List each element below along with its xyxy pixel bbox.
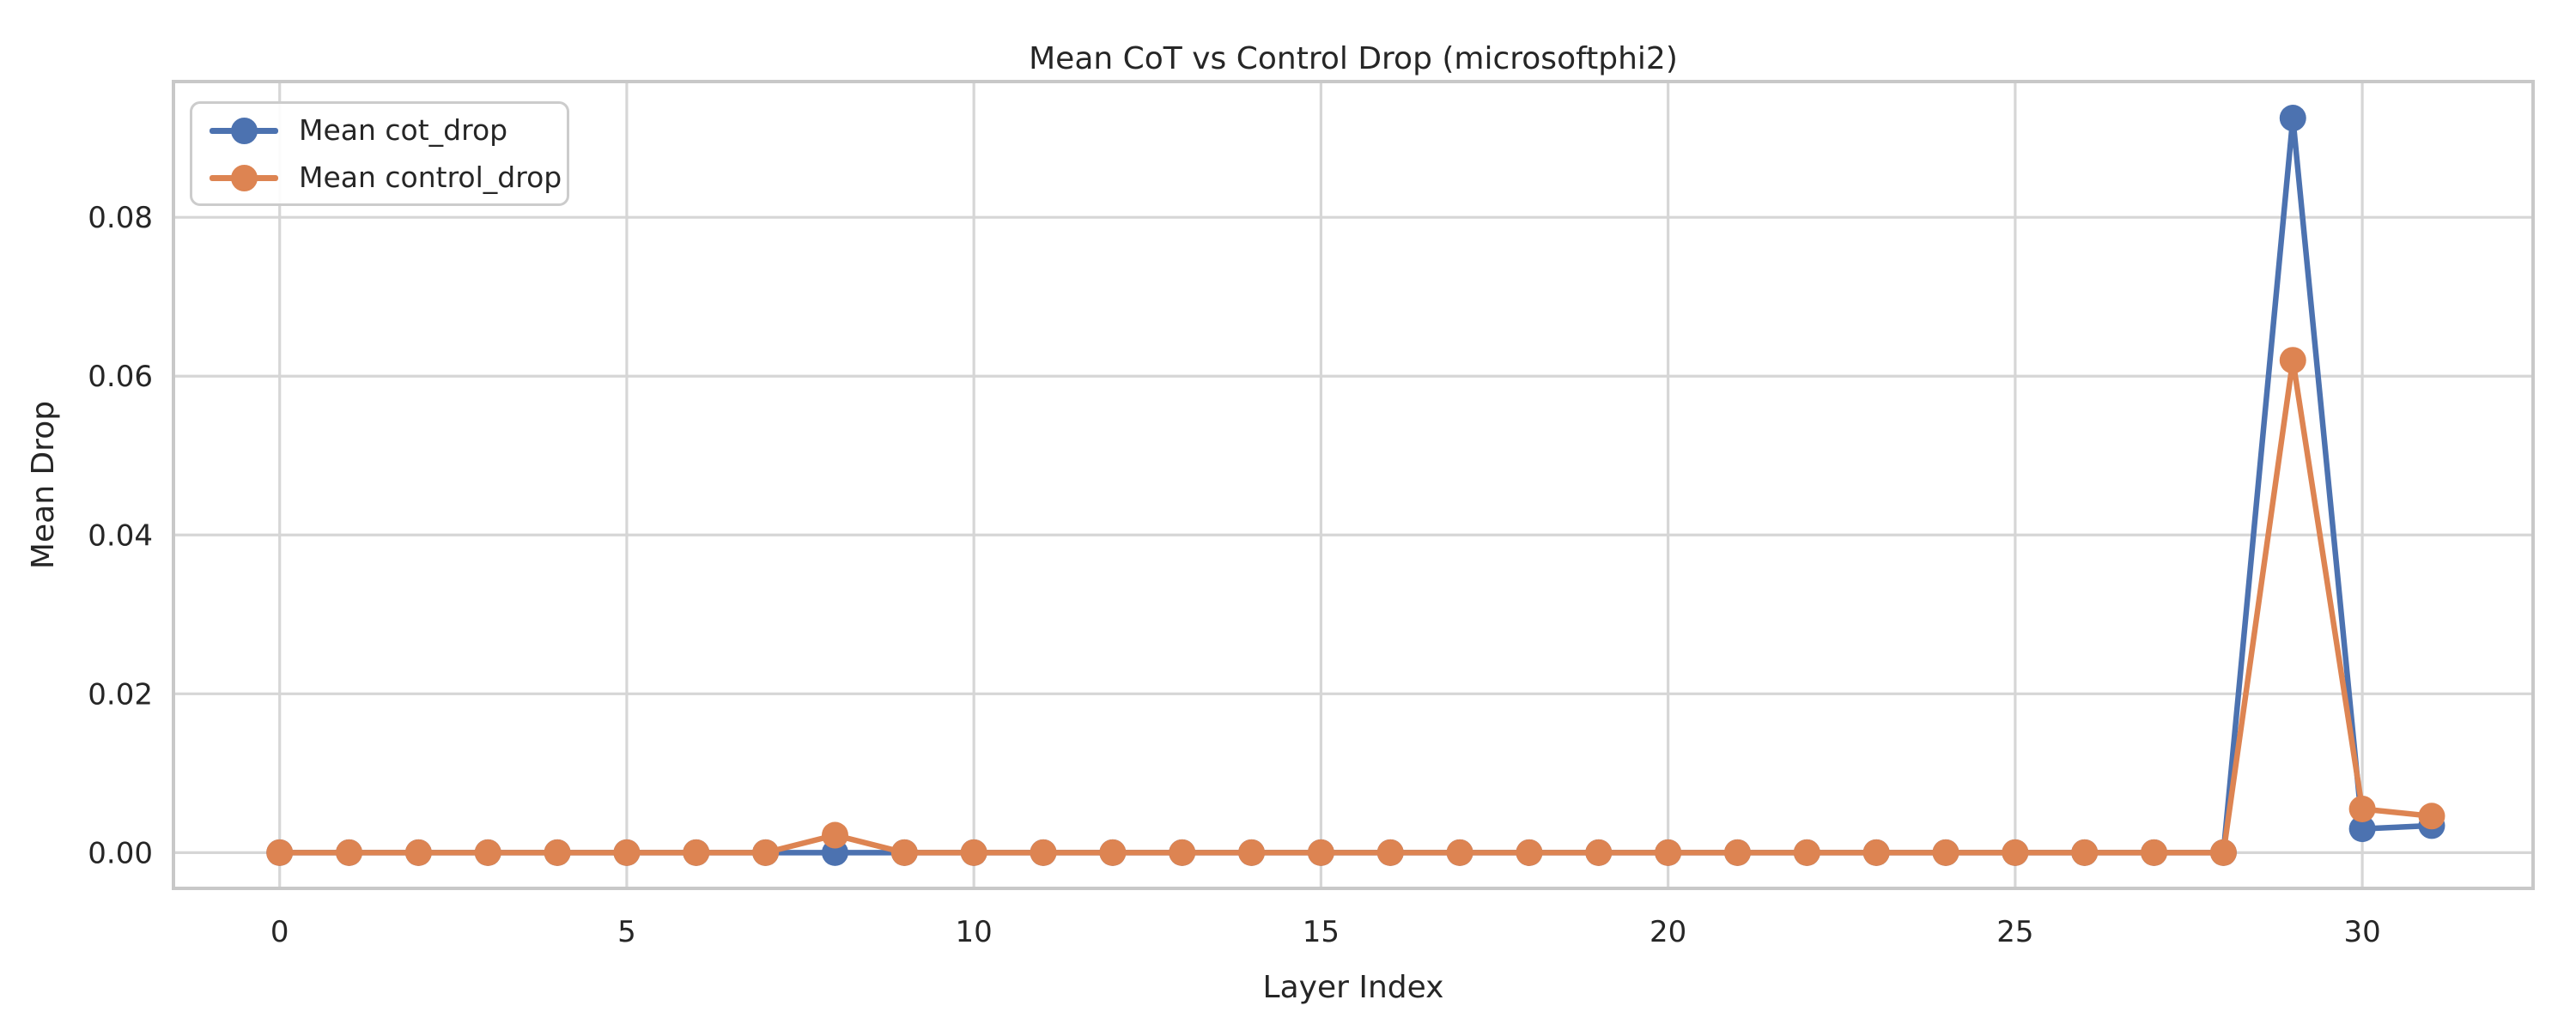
data-point <box>613 839 641 866</box>
data-point <box>960 839 987 866</box>
y-axis-label: Mean Drop <box>26 401 61 569</box>
y-tick-label: 0.08 <box>88 201 153 235</box>
data-point <box>752 839 780 866</box>
data-point <box>1446 839 1473 866</box>
tick-labels: 0 5 10 15 20 25 30 0.00 0.02 0.04 0.06 0.08 <box>88 201 2380 949</box>
data-point <box>821 821 848 849</box>
legend-label-cot-drop: Mean cot_drop <box>299 113 508 147</box>
data-point <box>2418 803 2445 830</box>
x-tick-label: 20 <box>1649 915 1686 949</box>
y-tick-label: 0.06 <box>88 360 153 394</box>
data-point <box>2279 347 2306 374</box>
data-point <box>1376 839 1404 866</box>
data-point <box>2348 815 2376 843</box>
data-point <box>474 839 501 866</box>
data-point <box>2348 795 2376 822</box>
data-point <box>266 839 294 866</box>
x-tick-label: 15 <box>1303 915 1340 949</box>
data-point <box>2141 839 2168 866</box>
data-point <box>1030 839 1057 866</box>
data-point <box>1307 839 1334 866</box>
plot-border <box>172 80 2535 890</box>
grid-lines <box>173 82 2533 888</box>
y-tick-label: 0.04 <box>88 518 153 553</box>
data-point <box>2071 839 2099 866</box>
data-point <box>2002 839 2029 866</box>
data-point <box>1723 839 1751 866</box>
legend-label-control-drop: Mean control_drop <box>299 161 562 194</box>
y-tick-label: 0.02 <box>88 677 153 712</box>
chart-title: Mean CoT vs Control Drop (microsoftphi2) <box>1029 41 1678 76</box>
legend: Mean cot_drop Mean control_drop <box>190 101 569 206</box>
data-series <box>266 105 2445 866</box>
y-tick-label: 0.00 <box>88 836 153 870</box>
x-tick-label: 10 <box>956 915 993 949</box>
data-point <box>1585 839 1613 866</box>
data-point <box>1238 839 1266 866</box>
data-point <box>683 839 710 866</box>
data-point <box>2279 105 2306 132</box>
data-point <box>404 839 432 866</box>
legend-item-control-drop: Mean control_drop <box>210 161 562 194</box>
x-tick-label: 5 <box>617 915 636 949</box>
data-point <box>1862 839 1890 866</box>
data-point <box>890 839 918 866</box>
data-point <box>1516 839 1543 866</box>
plot-spines <box>172 80 2535 890</box>
data-point <box>1793 839 1820 866</box>
data-point <box>1932 839 1959 866</box>
data-point <box>1099 839 1127 866</box>
x-axis-label: Layer Index <box>1263 970 1444 1005</box>
data-point <box>1169 839 1196 866</box>
legend-item-cot-drop: Mean cot_drop <box>210 113 550 147</box>
data-point <box>336 839 363 866</box>
x-tick-label: 0 <box>270 915 289 949</box>
series-line-0 <box>276 115 2435 856</box>
x-tick-label: 25 <box>1996 915 2033 949</box>
legend-marker-control-drop-icon <box>210 163 278 192</box>
x-tick-label: 30 <box>2343 915 2380 949</box>
legend-marker-cot-drop-icon <box>210 116 278 145</box>
data-point <box>1655 839 1682 866</box>
data-point <box>544 839 571 866</box>
data-point <box>2209 839 2237 866</box>
series-line-1 <box>276 357 2435 856</box>
